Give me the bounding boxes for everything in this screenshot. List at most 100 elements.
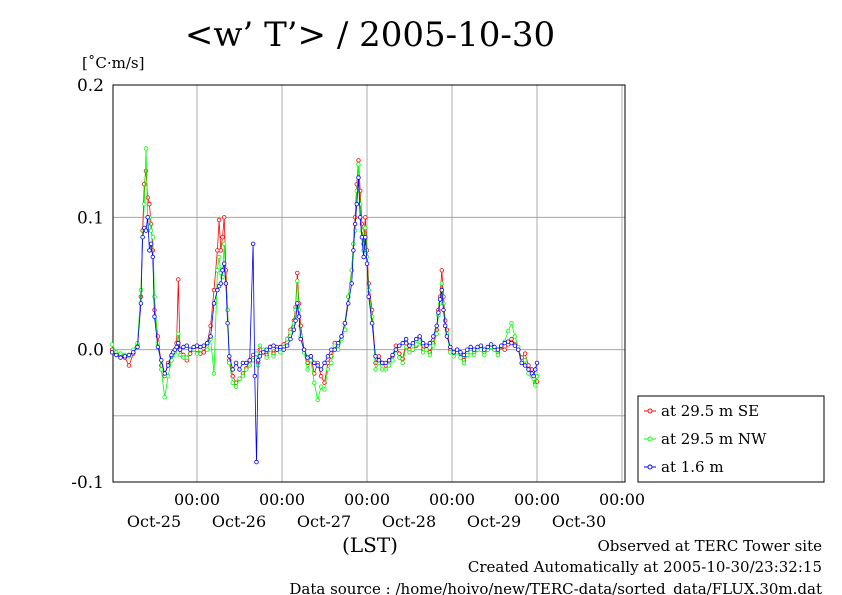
- data-point: [150, 254, 155, 260]
- legend-label: at 29.5 m NW: [661, 430, 767, 448]
- data-point: [291, 327, 297, 332]
- data-point: [257, 354, 263, 359]
- data-point: [204, 340, 210, 346]
- legend: at 29.5 m SE at 29.5 m NW at 1.6 m: [637, 395, 825, 483]
- data-point: [361, 248, 366, 253]
- data-point: [159, 358, 164, 363]
- data-point: [439, 268, 444, 273]
- data-point: [140, 234, 145, 240]
- data-point: [296, 314, 302, 319]
- data-point: [184, 343, 189, 348]
- data-point: [342, 321, 348, 326]
- legend-items: at 29.5 m SE at 29.5 m NW at 1.6 m: [644, 402, 767, 476]
- data-point: [142, 182, 147, 187]
- data-point: [364, 261, 370, 266]
- y-tick-label: 0.1: [77, 208, 104, 228]
- data-point: [434, 323, 439, 328]
- data-point: [162, 371, 167, 376]
- data-point: [441, 307, 446, 313]
- legend-item: at 1.6 m: [644, 458, 724, 476]
- data-point: [244, 367, 249, 372]
- data-point: [308, 354, 314, 359]
- data-point: [495, 352, 501, 358]
- data-point: [478, 343, 484, 348]
- data-point: [247, 363, 252, 368]
- data-point: [482, 347, 487, 352]
- legend-marker: [647, 436, 653, 442]
- data-point: [465, 347, 470, 352]
- data-point: [332, 347, 337, 352]
- data-point: [264, 347, 269, 352]
- data-point: [295, 270, 300, 276]
- data-point: [288, 330, 293, 335]
- data-point: [237, 367, 242, 372]
- data-point: [533, 383, 538, 388]
- x-tick-time: 00:00: [429, 490, 475, 509]
- data-point: [165, 373, 171, 379]
- footer-site: Observed at TERC Tower site: [597, 537, 822, 555]
- data-point: [216, 254, 222, 260]
- data-point: [335, 340, 341, 346]
- data-point: [354, 201, 359, 207]
- legend-label: at 29.5 m SE: [661, 402, 759, 420]
- data-point: [424, 347, 429, 352]
- data-point: [376, 358, 382, 363]
- data-point: [278, 350, 283, 355]
- data-point: [451, 354, 456, 359]
- data-point: [325, 354, 331, 359]
- data-point: [437, 297, 443, 302]
- data-point: [369, 321, 375, 326]
- data-point: [427, 340, 433, 346]
- data-point: [165, 363, 171, 368]
- data-point: [278, 344, 283, 350]
- y-tick-label: 0.0: [77, 341, 104, 361]
- data-point: [256, 358, 261, 363]
- data-point: [471, 352, 477, 358]
- data-point: [218, 248, 223, 253]
- data-point: [441, 301, 446, 306]
- data-point: [211, 301, 217, 306]
- x-tick-date: Oct-26: [212, 512, 266, 531]
- data-point: [162, 395, 167, 400]
- data-point: [356, 175, 361, 180]
- data-point: [147, 201, 152, 207]
- data-point: [434, 331, 439, 336]
- x-tick-time: 00:00: [344, 490, 390, 509]
- data-point: [351, 248, 356, 253]
- data-point: [383, 360, 388, 366]
- data-point: [118, 351, 123, 356]
- data-point: [403, 336, 409, 342]
- data-point: [143, 146, 149, 151]
- data-point: [318, 384, 324, 389]
- data-point: [448, 344, 453, 350]
- data-point: [488, 342, 494, 347]
- plot-frame: [112, 84, 626, 483]
- data-point: [509, 336, 514, 342]
- legend-item: at 29.5 m SE: [644, 402, 759, 420]
- data-point: [152, 314, 157, 319]
- data-point: [261, 350, 266, 355]
- x-tick-date: Oct-28: [382, 512, 436, 531]
- data-point: [223, 281, 229, 286]
- x-tick-time: 00:00: [599, 490, 645, 509]
- data-point: [458, 355, 463, 360]
- y-tick-label: -0.1: [71, 473, 104, 493]
- data-point: [349, 281, 354, 286]
- data-point: [519, 360, 524, 366]
- data-point: [145, 215, 150, 220]
- data-point: [301, 347, 307, 352]
- data-point: [512, 343, 518, 348]
- data-point: [534, 360, 540, 366]
- data-point: [322, 387, 327, 392]
- data-point: [352, 221, 358, 227]
- data-point: [386, 363, 392, 368]
- x-tick-time: 00:00: [514, 490, 560, 509]
- x-axis-ticks: 00:00 Oct-25 00:00 Oct-26 00:00 Oct-27 00:00 Oc…: [127, 490, 645, 531]
- data-point: [221, 241, 227, 246]
- data-point: [148, 241, 154, 246]
- data-point: [424, 343, 429, 348]
- data-point: [386, 358, 392, 363]
- data-point: [356, 162, 361, 167]
- data-point: [152, 294, 157, 299]
- data-point: [505, 328, 511, 334]
